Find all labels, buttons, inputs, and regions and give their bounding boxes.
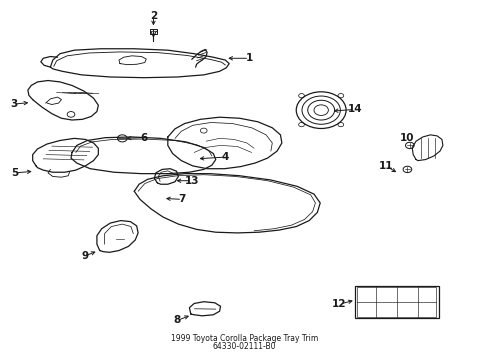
Bar <box>150 30 157 33</box>
Text: 6: 6 <box>140 133 147 143</box>
Text: 13: 13 <box>184 176 199 186</box>
Text: 9: 9 <box>81 251 89 261</box>
Text: 4: 4 <box>221 152 228 162</box>
Text: 12: 12 <box>331 299 346 309</box>
Text: 2: 2 <box>149 11 157 21</box>
Bar <box>356 287 435 317</box>
Text: 7: 7 <box>178 194 185 204</box>
Text: 1: 1 <box>245 53 252 63</box>
Text: 10: 10 <box>399 133 414 143</box>
Text: 11: 11 <box>378 161 392 171</box>
Text: 14: 14 <box>346 104 361 114</box>
Text: 5: 5 <box>11 168 18 178</box>
Text: 64330-02111-B0: 64330-02111-B0 <box>212 342 276 351</box>
Text: 8: 8 <box>173 315 181 325</box>
Text: 1999 Toyota Corolla Package Tray Trim: 1999 Toyota Corolla Package Tray Trim <box>170 334 318 343</box>
Bar <box>354 286 438 318</box>
Text: 3: 3 <box>10 99 17 109</box>
